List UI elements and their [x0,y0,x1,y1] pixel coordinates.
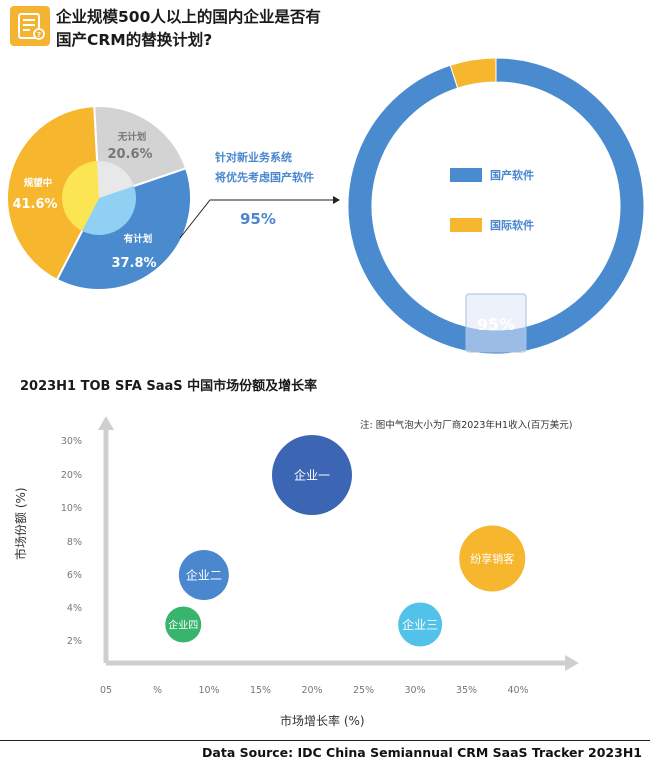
bubble-note: 注: 图中气泡大小为厂商2023年H1收入(百万美元) [360,420,573,431]
bubble-label: 企业三 [402,617,438,632]
callout-text-1: 针对新业务系统 [215,150,292,164]
legend-swatch [450,218,482,232]
pie-slice [6,105,101,282]
y-tick-label: 30% [61,436,82,447]
x-tick-label: 10% [198,685,219,696]
y-tick-label: 20% [61,470,82,481]
x-axis-arrow [565,655,579,671]
x-tick-label: 30% [404,685,425,696]
bubble [398,602,443,647]
x-tick-label: 40% [507,685,528,696]
callout-line [179,199,333,239]
x-tick-label: 25% [353,685,374,696]
title-line-1: 企业规模500人以上的国内企业是否有 [56,8,321,26]
y-tick-label: 10% [61,503,82,514]
title-line-2: 国产CRM的替换计划? [56,31,213,49]
callout-text-2: 将优先考虑国产软件 [215,170,314,184]
bubble [459,525,526,592]
bubble-label: 企业二 [186,568,222,583]
survey-icon: ? [10,6,50,46]
page-title: 企业规模500人以上的国内企业是否有 国产CRM的替换计划? [56,6,321,52]
svg-text:?: ? [37,31,41,39]
pie-inner-slice [61,161,99,231]
pie-chart: 无计划 20.6% 有计划 37.8% 规望中 41.6% [6,105,192,291]
legend-swatch [450,168,482,182]
y-tick-label: 2% [67,636,82,647]
bubble [165,606,202,643]
y-tick-label: 6% [67,570,82,581]
bubble-label: 企业四 [168,618,198,631]
x-tick-label: 20% [301,685,322,696]
y-tick-label: 8% [67,537,82,548]
y-tick-label: 4% [67,603,82,614]
pie-slice-label: 规望中 [24,177,53,189]
y-axis-arrow [98,416,114,430]
x-tick-label: 35% [456,685,477,696]
callout-value: 95% [240,210,276,228]
pie-slice-value: 41.6% [12,197,57,212]
donut-highlight-value: 95% [477,315,515,334]
donut-slice [449,57,497,89]
bubble-label: 企业一 [294,468,330,483]
bubble-label: 纷享销客 [470,552,514,566]
pie-slice [55,167,192,291]
scatter-chart: 05% 10% 15% 20% 25% 30% 35% 40% 2% 4% 6% 8% 10% 20% 30… [61,416,579,696]
chart-title: 2023H1 TOB SFA SaaS 中国市场份额及增长率 [20,379,318,394]
legend-label: 国际软件 [490,218,534,232]
y-axis-label: 市场份额 (%) [14,487,28,560]
bubble [272,435,352,515]
source-divider [0,740,650,741]
pie-slice-label: 无计划 [117,131,147,143]
callout: 针对新业务系统 将优先考虑国产软件 95% [179,150,340,239]
pie-slice-value: 37.8% [111,256,156,271]
pie-slice-label: 有计划 [124,233,153,245]
x-tick-label: 15% [250,685,271,696]
bubble [178,550,229,600]
donut-slice [347,57,645,355]
donut-highlight [465,293,527,353]
callout-arrow [333,196,340,204]
x-tick-label: 05 [100,685,112,696]
pie-inner-slice [97,160,135,198]
pie-slice-value: 20.6% [107,147,152,162]
legend-label: 国产软件 [490,168,534,182]
top-section: ? 企业规模500人以上的国内企业是否有 国产CRM的替换计划? [0,0,650,360]
x-axis-label: 市场增长率 (%) [280,714,365,728]
data-source: Data Source: IDC China Semiannual CRM Sa… [202,745,642,760]
x-tick-label: % [153,685,162,696]
pie-inner-slice [82,186,136,236]
